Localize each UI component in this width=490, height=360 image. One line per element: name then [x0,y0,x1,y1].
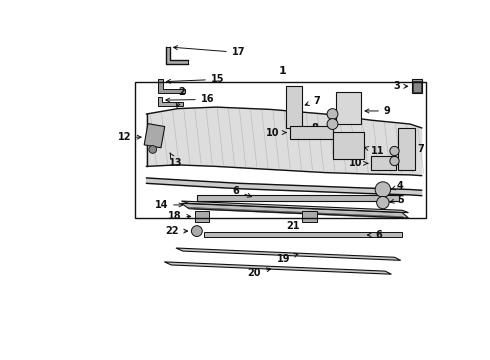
Circle shape [390,156,399,166]
Text: 17: 17 [173,46,245,58]
Text: 7: 7 [305,96,320,106]
Text: 15: 15 [167,75,224,84]
Polygon shape [181,201,409,213]
Polygon shape [147,178,421,195]
Text: 10: 10 [266,127,286,138]
Bar [135,82,425,218]
Text: 16: 16 [166,94,214,104]
Circle shape [149,145,157,153]
Bar [371,156,396,170]
Bar [286,86,301,128]
Polygon shape [176,248,401,260]
Text: 4: 4 [391,181,404,192]
Text: 2: 2 [176,87,185,107]
Bar [333,132,364,159]
Bar [301,211,317,222]
Polygon shape [166,47,188,64]
Text: 6: 6 [233,186,251,197]
Bar [144,123,165,148]
Bar [290,126,333,139]
Polygon shape [181,203,409,218]
Text: 7: 7 [402,144,424,154]
Text: 19: 19 [277,253,298,264]
Text: 8: 8 [312,123,324,136]
Circle shape [375,182,391,197]
Bar [412,80,422,93]
Text: 8: 8 [336,101,355,113]
Text: 20: 20 [248,268,270,278]
Text: 22: 22 [166,226,188,236]
Circle shape [327,119,338,130]
Circle shape [327,109,338,120]
Text: 11: 11 [365,146,385,156]
FancyBboxPatch shape [196,195,398,201]
Circle shape [377,197,389,209]
FancyBboxPatch shape [204,231,402,238]
Text: 9: 9 [365,106,391,116]
Text: 14: 14 [155,200,183,210]
Polygon shape [147,107,421,176]
Text: 18: 18 [168,211,191,221]
Bar [413,81,421,92]
Text: 1: 1 [278,66,286,76]
Bar [398,128,416,170]
Bar [336,92,361,124]
Text: 13: 13 [169,153,183,168]
Text: 12: 12 [118,132,141,142]
Polygon shape [158,97,183,106]
Circle shape [192,226,202,237]
Circle shape [390,147,399,156]
Polygon shape [164,262,392,274]
Text: 6: 6 [368,230,382,240]
Text: 3: 3 [393,81,408,91]
Text: 21: 21 [287,219,306,231]
Polygon shape [158,80,185,93]
Text: 5: 5 [390,194,404,204]
Bar [195,211,209,222]
Text: 10: 10 [348,158,368,168]
